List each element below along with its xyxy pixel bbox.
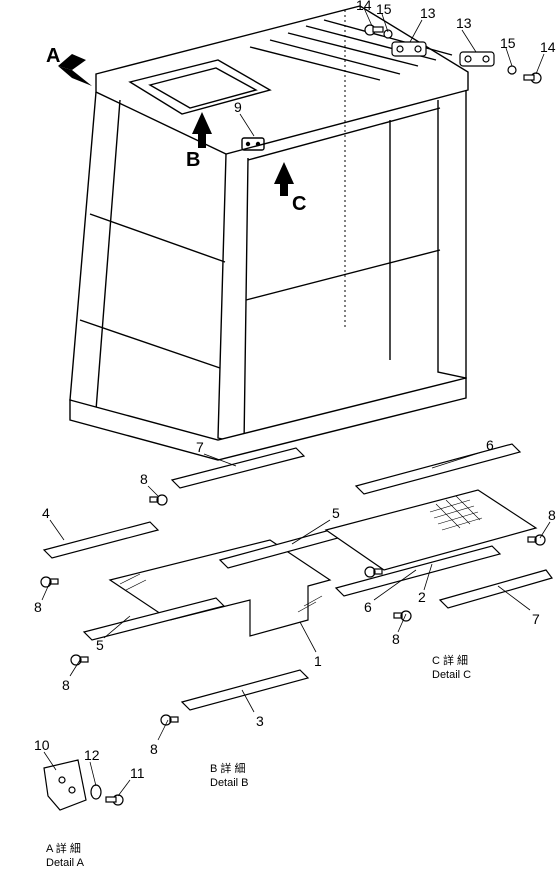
callout-8c: 8 <box>150 741 158 757</box>
callout-14: 14 <box>356 0 372 13</box>
callout-13b: 13 <box>456 15 472 31</box>
callout-2: 2 <box>418 589 426 605</box>
callout-3: 3 <box>256 713 264 729</box>
callout-1: 1 <box>314 653 322 669</box>
label-B: B <box>186 149 200 171</box>
callout-15: 15 <box>376 1 392 17</box>
callout-numbers: 9 14 15 13 13 15 14 1 3 4 5 5 7 8 8 8 8 … <box>34 0 556 781</box>
detailB-jp: B 詳 細 <box>210 761 245 775</box>
detailA-en: Detail A <box>46 857 85 869</box>
callout-9: 9 <box>234 99 242 115</box>
callout-10: 10 <box>34 737 50 753</box>
callout-7b: 7 <box>532 611 540 627</box>
callout-6b: 6 <box>364 599 372 615</box>
bracket-group-top <box>365 25 541 83</box>
callout-8e: 8 <box>392 631 400 647</box>
callout-11: 11 <box>130 765 145 781</box>
callout-8f: 8 <box>140 471 148 487</box>
detail-C-group <box>326 444 552 621</box>
bolt-14-left <box>365 25 383 35</box>
parts-diagram: A B C <box>0 0 558 881</box>
bolt8-b1 <box>41 577 58 587</box>
callout-5: 5 <box>96 637 104 653</box>
callout-12: 12 <box>84 747 100 763</box>
bolt-14-right <box>524 73 541 83</box>
detail-B-group <box>41 448 338 725</box>
detail-A-group <box>44 760 123 810</box>
detailA-jp: A 詳 細 <box>46 841 81 855</box>
bolt8-b4 <box>150 495 167 505</box>
cab-assembly <box>70 6 468 460</box>
callout-6: 6 <box>486 437 494 453</box>
detailB-en: Detail B <box>210 777 249 789</box>
callout-14b: 14 <box>540 39 556 55</box>
callout-5b: 5 <box>332 505 340 521</box>
label-C: C <box>292 193 306 215</box>
callout-7: 7 <box>196 439 204 455</box>
callout-8d: 8 <box>548 507 556 523</box>
arrow-C <box>274 162 294 196</box>
label-A: A <box>46 45 60 67</box>
bolt8-b2 <box>71 655 88 665</box>
callout-15b: 15 <box>500 35 516 51</box>
detailC-jp: C 詳 細 <box>432 653 468 667</box>
arrow-B <box>192 112 212 148</box>
callout-13: 13 <box>420 5 436 21</box>
callout-8b: 8 <box>62 677 70 693</box>
arrow-A <box>58 54 92 86</box>
bolt8-b3 <box>161 715 178 725</box>
detailC-en: Detail C <box>432 669 471 681</box>
callout-4: 4 <box>42 505 50 521</box>
callout-8a: 8 <box>34 599 42 615</box>
